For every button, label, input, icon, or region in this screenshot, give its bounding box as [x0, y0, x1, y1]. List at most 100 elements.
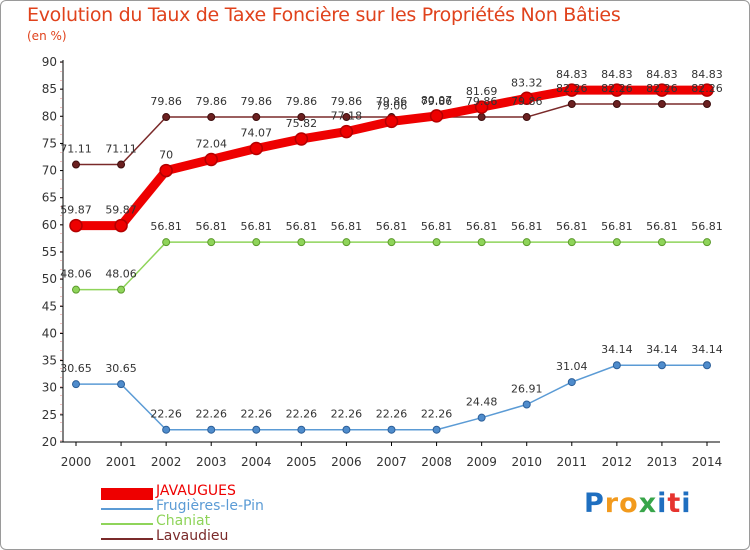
- x-tick-label: 2003: [196, 455, 227, 469]
- data-label: 56.81: [241, 220, 273, 233]
- legend-swatch: [101, 538, 153, 540]
- y-tick-label: 35: [42, 354, 57, 368]
- data-point: [703, 100, 711, 109]
- y-tick-label: 55: [42, 245, 57, 259]
- data-point: [69, 218, 83, 233]
- data-label: 22.26: [376, 408, 408, 421]
- data-label: 75.82: [286, 117, 318, 130]
- data-label: 79.06: [376, 99, 408, 112]
- data-label: 56.81: [511, 220, 543, 233]
- data-point: [159, 163, 173, 178]
- legend-label: JAVAUGUES: [156, 483, 236, 499]
- data-label: 31.04: [556, 360, 588, 373]
- chart-title: Evolution du Taux de Taxe Foncière sur l…: [27, 4, 621, 26]
- data-point: [114, 218, 128, 233]
- data-point: [162, 238, 171, 247]
- logo-letter: r: [604, 488, 620, 519]
- data-label: 48.06: [60, 268, 92, 281]
- data-label: 82.26: [646, 82, 678, 95]
- data-label: 80.07: [421, 94, 453, 107]
- y-tick-label: 45: [42, 299, 57, 313]
- data-label: 79.86: [195, 95, 227, 108]
- data-label: 56.81: [646, 220, 678, 233]
- logo-letter: P: [584, 488, 605, 519]
- data-label: 79.86: [150, 95, 182, 108]
- data-point: [612, 238, 621, 247]
- data-label: 56.81: [556, 220, 588, 233]
- data-point: [342, 425, 351, 434]
- data-label: 56.81: [601, 220, 633, 233]
- data-point: [477, 113, 486, 122]
- data-point: [117, 160, 126, 169]
- data-label: 59.87: [105, 204, 137, 217]
- data-point: [204, 152, 218, 167]
- data-point: [387, 238, 396, 247]
- x-tick-label: 2014: [692, 455, 723, 469]
- data-label: 84.83: [601, 68, 633, 81]
- data-point: [703, 238, 711, 247]
- x-tick-label: 2005: [286, 455, 317, 469]
- x-tick-label: 2000: [61, 455, 92, 469]
- data-label: 56.81: [195, 220, 227, 233]
- data-point: [612, 100, 621, 109]
- data-point: [297, 113, 306, 122]
- data-label: 82.26: [556, 82, 588, 95]
- data-label: 22.26: [331, 408, 363, 421]
- data-label: 82.26: [601, 82, 633, 95]
- chart-axes: 20 25 30 35 40 45 50 55 60 65 70 75 80 85 90 2000 2001 20…: [42, 55, 723, 469]
- data-point: [612, 361, 621, 370]
- y-tick-label: 20: [42, 435, 57, 449]
- series-layer: [69, 83, 714, 434]
- data-point: [297, 238, 306, 247]
- data-point: [657, 100, 666, 109]
- data-point: [162, 425, 171, 434]
- legend-swatch: [101, 488, 153, 500]
- data-point: [432, 425, 441, 434]
- data-point: [522, 400, 531, 409]
- legend-swatch: [101, 523, 153, 525]
- y-tick-label: 50: [42, 272, 57, 286]
- data-label: 59.87: [60, 204, 92, 217]
- data-label: 22.26: [195, 408, 227, 421]
- proxiti-logo: Proxiti: [584, 488, 692, 519]
- data-label: 74.07: [241, 126, 273, 139]
- data-label: 82.26: [691, 82, 723, 95]
- data-point: [207, 425, 216, 434]
- logo-letter: t: [667, 488, 682, 519]
- data-label: 84.83: [556, 68, 588, 81]
- data-label: 70: [159, 149, 173, 162]
- data-label: 56.81: [331, 220, 363, 233]
- series-line: [75, 241, 708, 291]
- data-point: [657, 238, 666, 247]
- x-tick-label: 2004: [241, 455, 272, 469]
- data-label: 71.11: [60, 143, 92, 156]
- data-label: 30.65: [60, 362, 92, 375]
- y-tick-label: 70: [42, 164, 57, 178]
- data-label: 79.86: [331, 95, 363, 108]
- data-point: [474, 100, 489, 114]
- data-point: [72, 285, 80, 294]
- data-label: 26.91: [511, 382, 543, 395]
- logo-letter: o: [619, 488, 639, 519]
- data-point: [207, 238, 216, 247]
- data-point: [294, 132, 309, 146]
- data-label: 77.18: [331, 110, 363, 123]
- data-point: [610, 83, 624, 97]
- data-label: 34.14: [691, 343, 723, 356]
- y-tick-label: 80: [42, 109, 57, 123]
- y-tick-label: 25: [42, 408, 57, 422]
- data-point: [207, 113, 216, 122]
- data-label: 81.69: [466, 85, 498, 98]
- logo-letter: i: [681, 488, 692, 519]
- data-point: [432, 238, 441, 247]
- data-point: [252, 425, 261, 434]
- data-label: 56.81: [466, 220, 498, 233]
- data-point: [567, 238, 576, 247]
- data-point: [162, 113, 171, 122]
- data-label: 34.14: [646, 343, 678, 356]
- data-point: [567, 100, 576, 109]
- y-tick-label: 90: [42, 55, 57, 69]
- y-tick-label: 30: [42, 381, 57, 395]
- data-point: [565, 83, 579, 97]
- series-javaugues: [69, 83, 714, 233]
